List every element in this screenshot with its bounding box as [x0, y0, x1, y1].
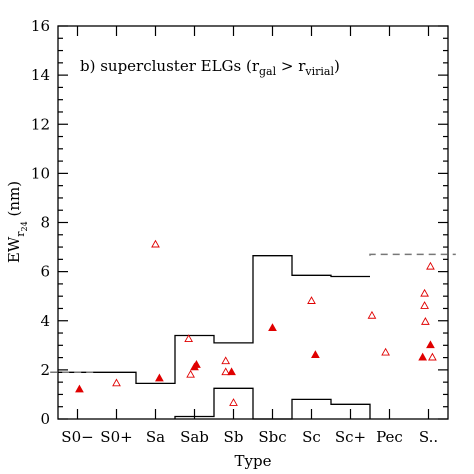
- filled-triangle-point: [311, 350, 320, 358]
- x-axis: S0− S0+ Sa Sab Sb Sbc Sc Sc+ Pec S..: [61, 26, 438, 446]
- lower-envelope-line: [174, 387, 371, 420]
- y-tick-label: 2: [40, 361, 50, 379]
- y-axis: 0 2 4 6 8 10 12 14 16: [31, 17, 448, 428]
- open-triangle-point: [229, 398, 238, 406]
- x-tick-label: Sab: [180, 428, 209, 446]
- plot-frame: [57, 25, 449, 420]
- open-triangle-point: [151, 239, 160, 248]
- open-triangle-point: [381, 347, 390, 356]
- open-triangle-point: [221, 367, 231, 376]
- x-tick-label: S0+: [100, 428, 132, 446]
- y-tick-label: 16: [31, 17, 50, 35]
- open-triangle-point: [112, 378, 121, 387]
- filled-triangle-point: [227, 367, 236, 376]
- filled-triangle-point: [418, 352, 428, 361]
- x-tick-label: S0−: [61, 428, 93, 446]
- y-tick-label: 10: [31, 164, 50, 182]
- x-tick-label: S..: [419, 428, 438, 446]
- open-triangle-point: [421, 317, 430, 325]
- data-points: [75, 239, 437, 406]
- y-tick-label: 14: [31, 66, 50, 84]
- chart-annotation: b) supercluster ELGs (rgal > rvirial): [80, 57, 340, 78]
- filled-triangle-point: [268, 323, 277, 331]
- filled-triangle-point: [426, 340, 435, 349]
- x-tick-label: Sb: [224, 428, 244, 446]
- y-tick-label: 6: [40, 263, 50, 281]
- y-tick-label: 8: [40, 214, 50, 232]
- x-tick-label: Sc+: [335, 428, 366, 446]
- x-tick-label: Sc: [302, 428, 321, 446]
- y-tick-label: 4: [40, 312, 50, 330]
- envelope-lines: [50, 253, 456, 420]
- x-axis-title: Type: [235, 452, 272, 470]
- open-triangle-point: [186, 369, 195, 378]
- filled-triangle-point: [192, 360, 201, 368]
- open-triangle-point: [426, 261, 435, 270]
- open-triangle-point: [184, 334, 194, 343]
- x-tick-label: Sa: [146, 428, 165, 446]
- y-tick-label: 0: [40, 410, 50, 428]
- open-triangle-point: [420, 288, 429, 297]
- open-triangle-point: [428, 352, 437, 361]
- x-tick-label: Sbc: [258, 428, 286, 446]
- x-tick-label: Pec: [376, 428, 403, 446]
- filled-triangle-point: [155, 373, 164, 382]
- y-tick-label: 12: [31, 115, 50, 133]
- y-axis-title: EWr24 (nm): [5, 181, 29, 263]
- upper-envelope-line: [58, 255, 370, 385]
- open-triangle-point: [367, 310, 377, 319]
- open-triangle-point: [221, 356, 231, 365]
- open-triangle-point: [307, 296, 316, 304]
- filled-triangle-point: [75, 384, 84, 393]
- dashed-envelope-line: [369, 253, 456, 256]
- open-triangle-point: [420, 301, 429, 309]
